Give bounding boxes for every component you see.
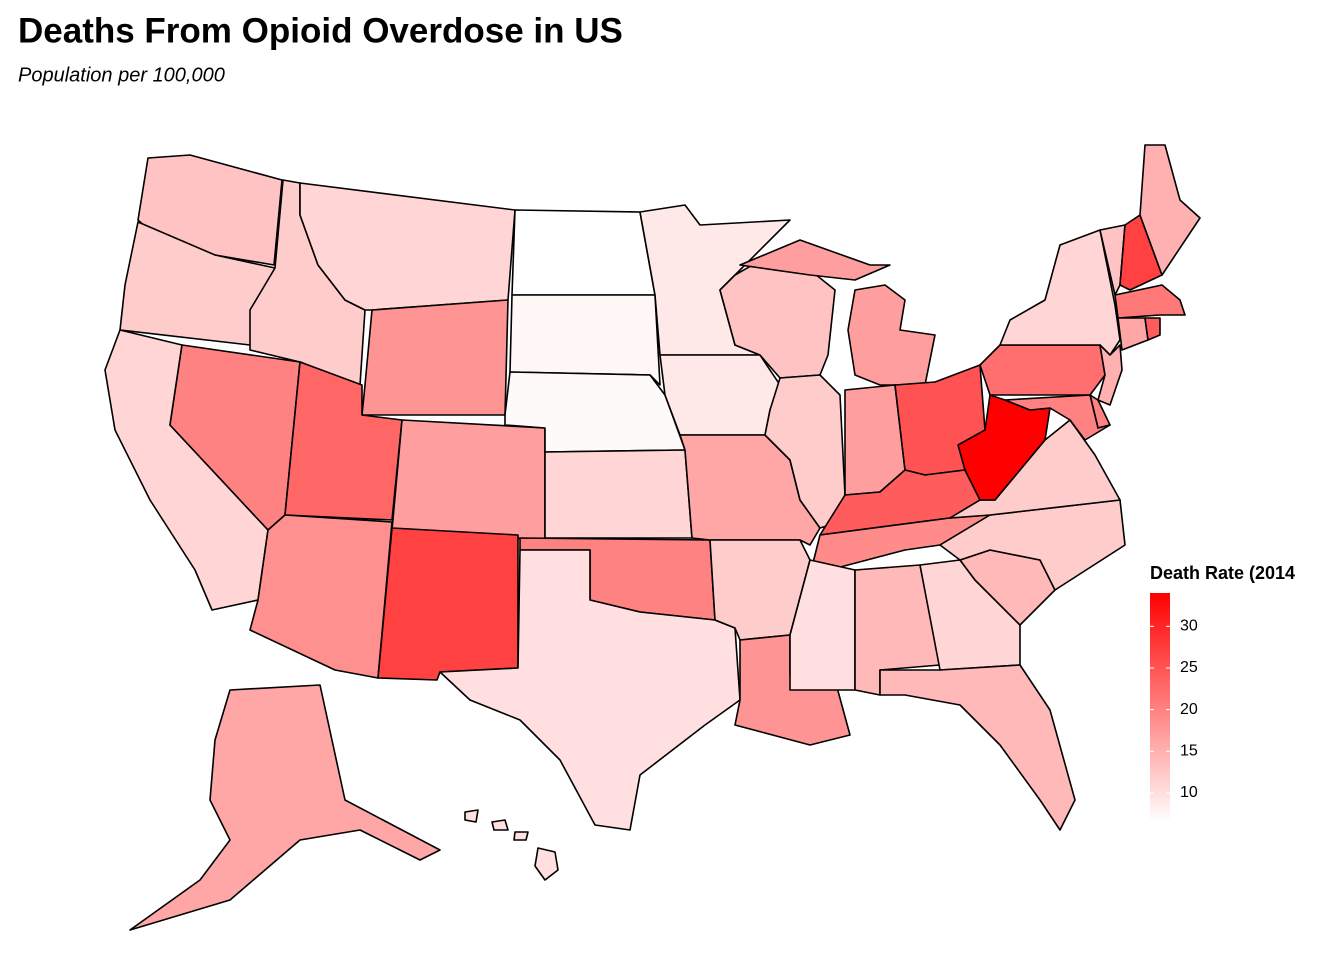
state <box>129 684 441 931</box>
state <box>957 394 1051 501</box>
state <box>439 549 741 831</box>
map-subtitle: Population per 100,000 <box>18 64 225 86</box>
state <box>1114 284 1186 319</box>
state <box>1139 144 1201 276</box>
legend-tick-label: 15 <box>1180 742 1198 759</box>
colorbar <box>1150 593 1170 822</box>
state <box>391 419 546 541</box>
legend-tick-label: 20 <box>1180 701 1198 718</box>
map-title: Deaths From Opioid Overdose in US <box>18 11 623 50</box>
state <box>659 354 781 436</box>
legend-tick-label: 10 <box>1180 784 1198 801</box>
state <box>1117 317 1149 351</box>
legend-tick-label: 30 <box>1180 618 1198 635</box>
state <box>377 527 519 681</box>
state <box>299 182 516 311</box>
state <box>361 299 509 416</box>
state <box>1144 317 1161 341</box>
state <box>879 664 1076 831</box>
state <box>789 559 856 691</box>
state <box>544 449 693 539</box>
state <box>511 209 656 296</box>
legend-title: Death Rate (2014 <box>1150 563 1295 583</box>
state <box>509 294 661 386</box>
legend-tick-label: 25 <box>1180 659 1198 676</box>
state <box>764 374 846 529</box>
state <box>1119 214 1163 291</box>
state <box>1097 344 1123 406</box>
state <box>464 809 559 881</box>
state <box>1004 394 1111 441</box>
state <box>999 229 1121 356</box>
state <box>249 514 393 679</box>
state <box>979 344 1106 396</box>
state <box>739 239 936 386</box>
